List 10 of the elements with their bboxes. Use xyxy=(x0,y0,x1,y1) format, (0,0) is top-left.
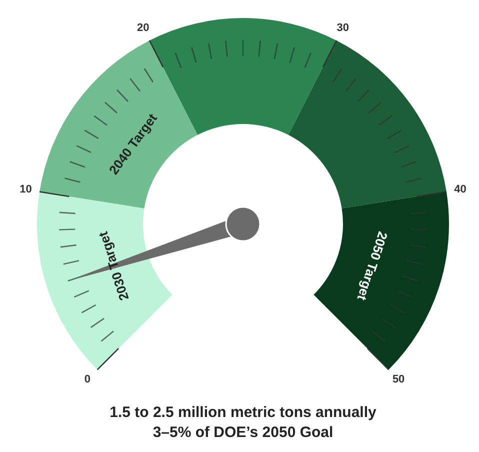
text: 10 xyxy=(20,183,32,196)
text: 20 xyxy=(136,22,150,34)
slice-label: 2050 Target xyxy=(354,230,391,303)
text: 50 xyxy=(392,373,405,386)
text: 30 xyxy=(336,22,350,34)
text: 40 xyxy=(454,183,466,196)
text: 3–5% of DOE’s 2050 Goal xyxy=(152,424,334,441)
text: 0 xyxy=(84,373,90,386)
slice-label: 2030 Target xyxy=(95,229,132,302)
text: 1.5 to 2.5 million metric tons annually xyxy=(110,404,378,421)
